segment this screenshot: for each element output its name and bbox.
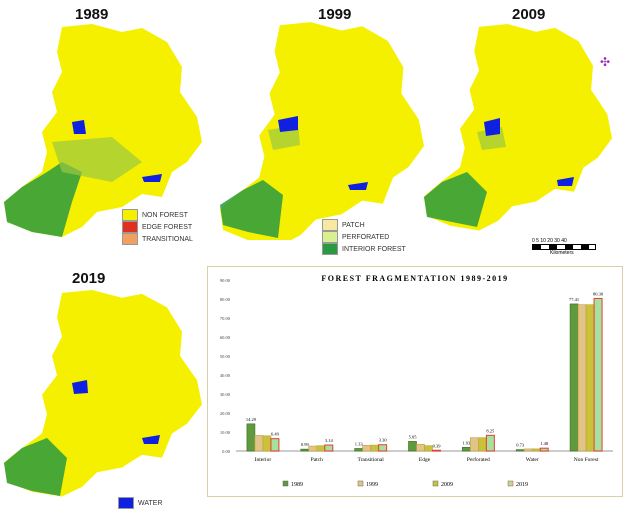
- scale-bar-ticks: 0 5 10 20 30 40: [532, 238, 567, 244]
- data-label: 3.14: [325, 438, 334, 443]
- legend-label-2019: 2019: [516, 482, 528, 488]
- bar-perforated-1989: [462, 447, 471, 452]
- legend-label-edge: EDGE FOREST: [142, 223, 193, 231]
- bar-edge-1989: [408, 441, 417, 452]
- legend-1989: NON FOREST EDGE FOREST TRANSITIONAL: [122, 209, 193, 245]
- legend-label-non-forest: NON FOREST: [142, 211, 188, 219]
- bar-perforated-2019: [485, 434, 495, 452]
- bar-edge-2019: [432, 449, 441, 452]
- data-label: 0.39: [433, 443, 442, 448]
- legend-1999: PATCH PERFORATED INTERIOR FOREST: [322, 219, 406, 255]
- x-tick-label: Non Forest: [574, 457, 599, 463]
- legend-swatch-patch: [322, 219, 338, 231]
- legend-swatch-interior: [322, 243, 338, 255]
- bar-perforated-2009: [478, 437, 487, 452]
- data-label: 80.30: [593, 291, 604, 296]
- scale-bar: 0 5 10 20 30 40 Kilometers: [532, 238, 596, 256]
- bar-transitional-1989: [354, 448, 363, 452]
- bar-perforated-1999: [470, 437, 479, 452]
- x-tick-label: Transitional: [357, 457, 384, 463]
- legend-swatch-1989: [282, 480, 289, 487]
- legend-label-interior: INTERIOR FOREST: [342, 245, 406, 253]
- y-tick-label: 70.00: [220, 316, 231, 321]
- bar-water-1999: [523, 448, 533, 452]
- x-tick-label: Water: [526, 457, 539, 463]
- legend-swatch-2009: [432, 480, 439, 487]
- bar-interior-2009: [262, 435, 272, 452]
- bar-edge-2009: [424, 445, 433, 452]
- bar-interior-1999: [254, 435, 264, 452]
- data-label: 3.30: [379, 438, 388, 443]
- legend-label-transitional: TRANSITIONAL: [142, 235, 193, 243]
- y-tick-label: 20.00: [220, 411, 231, 416]
- bar-transitional-2009: [370, 444, 379, 452]
- map-2009: [423, 23, 612, 231]
- data-label: 1.48: [540, 441, 549, 446]
- fragmentation-chart: FOREST FRAGMENTATION 1989-2019 0.00 10.00 2…: [207, 266, 623, 497]
- x-tick-label: Edge: [419, 457, 431, 463]
- legend-swatch-water: [118, 497, 134, 509]
- legend-label-2009: 2009: [441, 482, 453, 488]
- map-2019: [4, 289, 202, 497]
- bar-water-2019: [539, 447, 549, 452]
- year-title-2009: 2009: [512, 6, 546, 23]
- bar-interior-1989: [246, 423, 256, 452]
- legend-swatch-perforated: [322, 231, 338, 243]
- legend-label-perforated: PERFORATED: [342, 233, 390, 241]
- bar-transitional-1999: [362, 445, 371, 452]
- data-label: 77.41: [569, 297, 579, 302]
- bar-patch-2019: [324, 444, 334, 452]
- data-label: 6.49: [271, 432, 280, 437]
- bar-patch-1999: [308, 445, 318, 452]
- legend-label-water: WATER: [138, 499, 163, 507]
- data-label: 0.73: [516, 443, 525, 448]
- bar-water-2009: [531, 448, 541, 452]
- bar-water-1989: [515, 449, 525, 452]
- x-tick-label: Interior: [255, 457, 272, 463]
- bar-edge-1999: [416, 444, 425, 452]
- scale-bar-unit: Kilometers: [550, 250, 574, 256]
- x-tick-label: Patch: [311, 457, 323, 463]
- data-label: 8.25: [486, 428, 495, 433]
- data-label: 1.33: [355, 441, 364, 446]
- bar-non-forest-1999: [577, 304, 587, 452]
- legend-swatch-edge: [122, 221, 138, 233]
- legend-swatch-1999: [357, 480, 364, 487]
- legend-swatch-non-forest: [122, 209, 138, 221]
- bar-patch-1989: [300, 448, 310, 452]
- y-tick-label: 80.00: [220, 297, 231, 302]
- y-tick-label: 10.00: [220, 430, 231, 435]
- y-tick-label: 60.00: [220, 335, 231, 340]
- map-1989: [4, 24, 202, 237]
- chart-title: FOREST FRAGMENTATION 1989-2019: [321, 274, 508, 283]
- year-title-1989: 1989: [75, 6, 109, 23]
- bar-patch-2009: [316, 445, 326, 452]
- legend-swatch-2019: [507, 480, 514, 487]
- x-tick-label: Perforated: [467, 456, 490, 463]
- year-title-2019: 2019: [72, 270, 106, 287]
- data-label: 14.29: [246, 417, 257, 422]
- data-label: 1.93: [462, 440, 471, 445]
- legend-2019: WATER: [118, 497, 163, 509]
- y-tick-label: 40.00: [220, 373, 231, 378]
- legend-swatch-transitional: [122, 233, 138, 245]
- bar-non-forest-2009: [585, 304, 595, 452]
- y-tick-label: 30.00: [220, 392, 231, 397]
- legend-label-patch: PATCH: [342, 221, 365, 229]
- bar-transitional-2019: [378, 444, 388, 452]
- bar-non-forest-2019: [593, 297, 603, 452]
- data-label: 5.05: [409, 434, 418, 439]
- bar-non-forest-1989: [569, 303, 579, 452]
- y-tick-label: 90.00: [220, 278, 231, 283]
- map-1999: [220, 22, 424, 240]
- data-label: 0.99: [301, 442, 310, 447]
- year-title-1999: 1999: [318, 6, 352, 23]
- legend-label-1989: 1989: [291, 482, 303, 488]
- y-tick-label: 0.00: [222, 449, 231, 454]
- legend-label-1999: 1999: [366, 482, 378, 488]
- north-arrow-icon: ✣: [600, 55, 611, 69]
- y-tick-label: 50.00: [220, 354, 231, 359]
- bar-interior-2019: [270, 438, 280, 452]
